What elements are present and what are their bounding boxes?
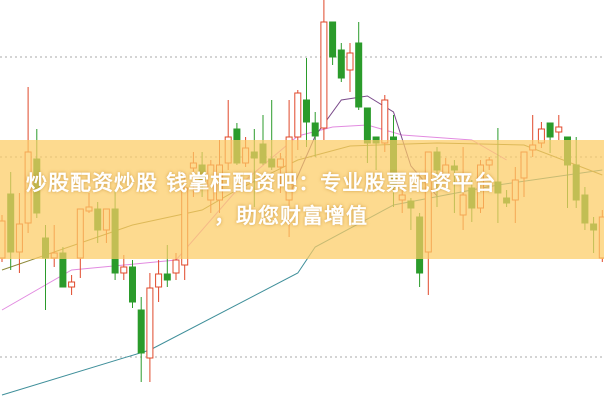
candle	[68, 274, 76, 295]
caption-line-1: 炒股配资炒股 钱掌柜配资吧：专业股票配资平台	[26, 171, 497, 195]
candle-body	[311, 122, 319, 137]
candle	[155, 259, 163, 302]
candle-body	[294, 92, 302, 138]
candle	[555, 114, 563, 140]
candle-body	[337, 49, 345, 79]
candle-body	[146, 287, 154, 359]
candle	[355, 21, 363, 110]
candle-body	[329, 21, 337, 58]
candle	[120, 254, 128, 280]
candle-body	[320, 21, 328, 129]
candle-body	[555, 126, 563, 133]
candle-body	[155, 273, 163, 288]
candle-body	[120, 266, 128, 274]
candle-body	[303, 99, 310, 123]
candle	[137, 296, 145, 382]
candle-body	[546, 122, 554, 138]
candle-body	[163, 273, 171, 281]
candle-body	[363, 107, 371, 144]
candle-body	[137, 309, 145, 354]
candle-body	[68, 281, 76, 288]
caption-banner	[0, 140, 604, 259]
caption-line-2: ，助您财富增值	[214, 204, 368, 228]
candle-body	[172, 259, 180, 274]
candle	[146, 272, 154, 382]
candle	[329, 21, 337, 65]
candle-body	[381, 99, 389, 144]
candle	[320, 0, 328, 140]
candle	[294, 89, 302, 150]
candle	[337, 42, 345, 82]
candle-body	[355, 42, 363, 108]
candle	[303, 57, 310, 147]
candle-body	[129, 266, 136, 303]
candle	[129, 259, 136, 308]
candle-body	[346, 52, 354, 71]
candle	[346, 42, 354, 92]
